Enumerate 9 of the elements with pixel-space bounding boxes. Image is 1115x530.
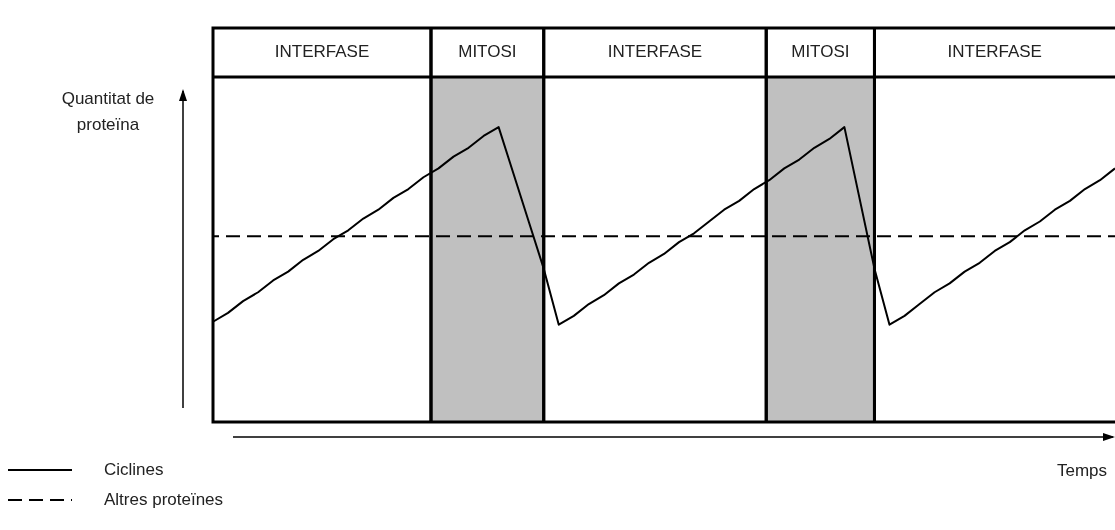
text: MITOSI — [791, 42, 850, 62]
text: INTERFASE — [274, 42, 370, 62]
text: INTERFASE — [947, 42, 1042, 62]
y-axis-title: Quantitat de proteïna — [61, 88, 155, 134]
x-axis-title: Temps — [1056, 460, 1107, 480]
text: MITOSI — [458, 42, 517, 62]
text: INTERFASE — [607, 42, 703, 62]
legend-label: Altres proteïnes — [104, 489, 224, 509]
legend-label: Ciclines — [104, 459, 164, 479]
